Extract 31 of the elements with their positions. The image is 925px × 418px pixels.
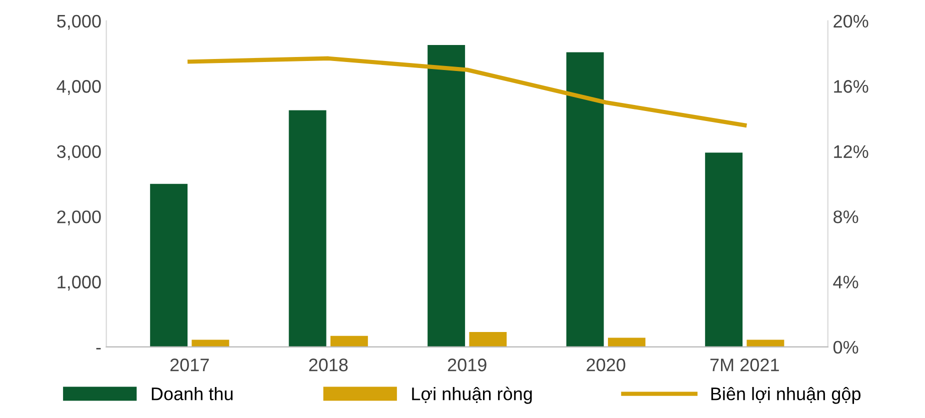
y-tick-label: 4,000 xyxy=(56,80,101,95)
bar xyxy=(469,332,507,347)
legend-label: Lợi nhuận ròng xyxy=(412,386,532,404)
x-tick-label: 2018 xyxy=(309,358,348,372)
y2-tick-label: 16% xyxy=(834,80,868,93)
y-tick-label: 5,000 xyxy=(57,14,101,30)
y-tick-label: - xyxy=(96,348,101,350)
legend-label: Biên lợi nhuận gộp xyxy=(711,386,861,404)
bar xyxy=(608,338,646,347)
bar xyxy=(150,184,188,347)
legend-label: Doanh thu xyxy=(152,387,233,400)
bar xyxy=(746,340,784,347)
x-tick-label: 7M 2021 xyxy=(710,358,779,372)
y2-tick-label: 12% xyxy=(834,145,868,158)
x-tick-label: 2020 xyxy=(586,358,626,372)
y2-tick-label: 20% xyxy=(834,14,868,28)
bar xyxy=(566,52,604,347)
x-tick-label: 2017 xyxy=(170,358,209,372)
x-tick-label: 2019 xyxy=(448,358,486,372)
bar xyxy=(705,152,743,347)
y2-tick-label: 8% xyxy=(834,210,858,224)
y-tick-label: 1,000 xyxy=(58,276,101,291)
y2-tick-label: 0% xyxy=(833,340,858,354)
bar xyxy=(192,340,230,347)
y-tick-label: 2,000 xyxy=(57,210,101,226)
bar xyxy=(288,110,326,347)
line-series xyxy=(188,56,747,128)
y2-tick-label: 4% xyxy=(833,276,858,288)
y-tick-label: 3,000 xyxy=(57,145,101,160)
bar xyxy=(428,45,466,347)
bar xyxy=(330,336,368,347)
